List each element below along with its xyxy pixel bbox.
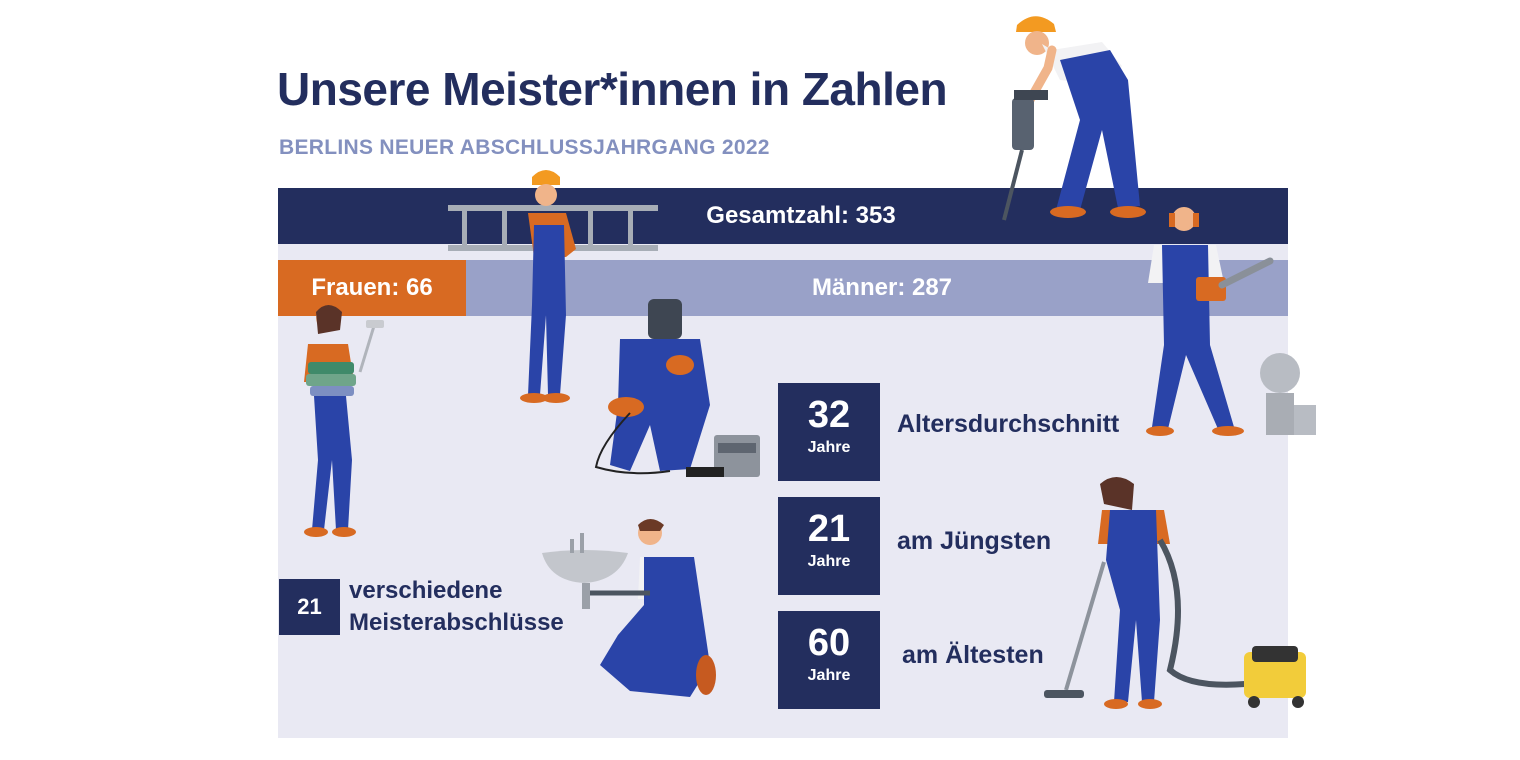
page-title: Unsere Meister*innen in Zahlen: [277, 63, 948, 115]
stat-unit: Jahre: [807, 439, 851, 456]
stat-unit: Jahre: [807, 553, 851, 570]
stat-box-youngest: 21 Jahre: [778, 497, 880, 595]
men-bar: Männer: 287: [466, 260, 1288, 316]
stat-value: 21: [807, 508, 851, 550]
degrees-label-line2: Meisterabschlüsse: [349, 609, 564, 636]
jackhammer-worker-icon: [1002, 16, 1146, 221]
stat-value: 60: [807, 622, 851, 664]
stat-label-youngest: am Jüngsten: [897, 527, 1052, 555]
plumber-worker-icon: [542, 519, 716, 697]
men-label: Männer: 287: [811, 274, 953, 301]
ladder-worker-icon: [448, 170, 658, 403]
stat-label-average-age: Altersdurchschnitt: [897, 410, 1120, 438]
total-label: Gesamtzahl: 353: [706, 202, 896, 229]
women-bar: Frauen: 66: [278, 260, 466, 316]
degrees-label: verschiedene Meisterabschlüsse: [349, 575, 564, 639]
stat-unit: Jahre: [807, 667, 851, 684]
vacuum-cleaner-worker-icon: [1044, 477, 1306, 709]
stat-value: 32: [807, 394, 851, 436]
chainsaw-worker-icon: [1146, 207, 1316, 436]
degrees-count-box: 21: [279, 579, 340, 635]
painter-worker-icon: [304, 305, 384, 537]
stat-box-oldest: 60 Jahre: [778, 611, 880, 709]
women-label: Frauen: 66: [311, 274, 433, 301]
page-subtitle: BERLINS NEUER ABSCHLUSSJAHRGANG 2022: [279, 136, 770, 159]
welder-worker-icon: [594, 299, 760, 477]
degrees-label-line1: verschiedene: [349, 577, 503, 604]
stat-label-oldest: am Ältesten: [902, 641, 1044, 669]
stat-box-average-age: 32 Jahre: [778, 383, 880, 481]
degrees-count: 21: [297, 594, 322, 619]
